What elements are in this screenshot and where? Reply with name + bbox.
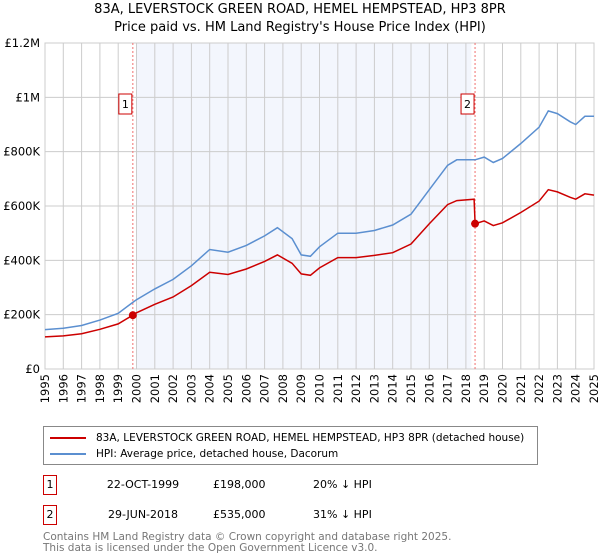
x-tick-label: 2009 xyxy=(294,374,308,403)
x-tick-label: 2002 xyxy=(166,374,180,403)
x-tick-label: 2025 xyxy=(587,374,600,403)
x-tick-label: 2011 xyxy=(331,374,345,403)
transaction-number: 2 xyxy=(43,505,57,525)
footer-line: This data is licensed under the Open Gov… xyxy=(43,542,378,554)
x-tick-label: 2001 xyxy=(148,374,162,403)
transaction-date: 22-OCT-1999 xyxy=(106,478,180,491)
legend-item-property: 83A, LEVERSTOCK GREEN ROAD, HEMEL HEMPST… xyxy=(50,431,524,445)
x-tick-label: 2021 xyxy=(514,374,528,403)
y-tick-label: £0 xyxy=(25,362,40,376)
footer-line: Contains HM Land Registry data © Crown c… xyxy=(43,531,452,543)
x-tick-label: 2020 xyxy=(496,374,510,403)
transaction-row: 1 22-OCT-1999 £198,000 20% ↓ HPI xyxy=(43,475,443,497)
y-tick-label: £1M xyxy=(15,90,40,104)
x-tick-label: 2014 xyxy=(386,374,400,403)
x-tick-label: 1997 xyxy=(75,374,89,403)
transaction-hpi: 31% ↓ HPI xyxy=(313,508,372,521)
legend: 83A, LEVERSTOCK GREEN ROAD, HEMEL HEMPST… xyxy=(43,426,538,465)
x-tick-label: 2023 xyxy=(550,374,564,403)
y-tick-label: £1.2M xyxy=(4,36,40,50)
sale-label-box xyxy=(460,93,475,115)
x-tick-label: 2024 xyxy=(569,374,583,403)
x-tick-label: 2015 xyxy=(404,374,418,403)
x-tick-label: 2017 xyxy=(441,374,455,403)
x-tick-label: 2022 xyxy=(532,374,546,403)
x-tick-label: 2000 xyxy=(130,374,144,403)
legend-label: 83A, LEVERSTOCK GREEN ROAD, HEMEL HEMPST… xyxy=(96,432,525,444)
x-tick-label: 2012 xyxy=(349,374,363,403)
y-tick-label: £400K xyxy=(3,253,40,267)
x-tick-label: 2019 xyxy=(477,374,491,403)
series-line xyxy=(44,188,595,338)
legend-swatch-red xyxy=(50,437,86,439)
chart-subtitle: Price paid vs. HM Land Registry's House … xyxy=(114,20,486,35)
x-tick-label: 2018 xyxy=(459,374,473,403)
legend-label: HPI: Average price, detached house, Daco… xyxy=(96,448,339,460)
x-tick-label: 1996 xyxy=(56,374,70,403)
y-tick-label: £600K xyxy=(3,199,40,213)
x-tick-label: 2007 xyxy=(258,374,272,403)
legend-item-hpi: HPI: Average price, detached house, Daco… xyxy=(50,447,338,461)
x-tick-label: 2004 xyxy=(203,374,217,403)
price-chart: 1995 1996 1997 1998 1999 2000 2001 2002 2003 2004… xyxy=(3,36,600,403)
x-tick-label: 1995 xyxy=(38,374,52,403)
sale-label: 2 xyxy=(464,98,471,111)
x-tick-label: 2010 xyxy=(313,374,327,403)
sale-point xyxy=(128,311,137,320)
chart-title: 83A, LEVERSTOCK GREEN ROAD, HEMEL HEMPST… xyxy=(94,2,506,17)
x-tick-label: 1999 xyxy=(111,374,125,403)
transaction-hpi: 20% ↓ HPI xyxy=(313,478,372,491)
sale-label: 1 xyxy=(122,98,129,111)
transaction-row: 2 29-JUN-2018 £535,000 31% ↓ HPI xyxy=(43,505,443,527)
x-tick-label: 2006 xyxy=(239,374,253,403)
transaction-number: 1 xyxy=(43,475,57,495)
transaction-price: £535,000 xyxy=(213,508,266,521)
transaction-date: 29-JUN-2018 xyxy=(107,508,179,521)
x-tick-label: 2013 xyxy=(367,374,381,403)
sale-label-box xyxy=(118,93,133,115)
x-tick-label: 1998 xyxy=(93,374,107,403)
x-tick-label: 2003 xyxy=(184,374,198,403)
transaction-price: £198,000 xyxy=(213,478,266,491)
series-line xyxy=(44,110,594,331)
footer: Contains HM Land Registry data © Crown c… xyxy=(43,532,451,554)
x-tick-label: 2016 xyxy=(422,374,436,403)
x-tick-label: 2008 xyxy=(276,374,290,403)
y-tick-label: £200K xyxy=(3,308,40,322)
sale-point xyxy=(471,219,480,228)
y-tick-label: £800K xyxy=(3,145,40,159)
x-tick-label: 2005 xyxy=(221,374,235,403)
legend-swatch-blue xyxy=(50,453,86,455)
